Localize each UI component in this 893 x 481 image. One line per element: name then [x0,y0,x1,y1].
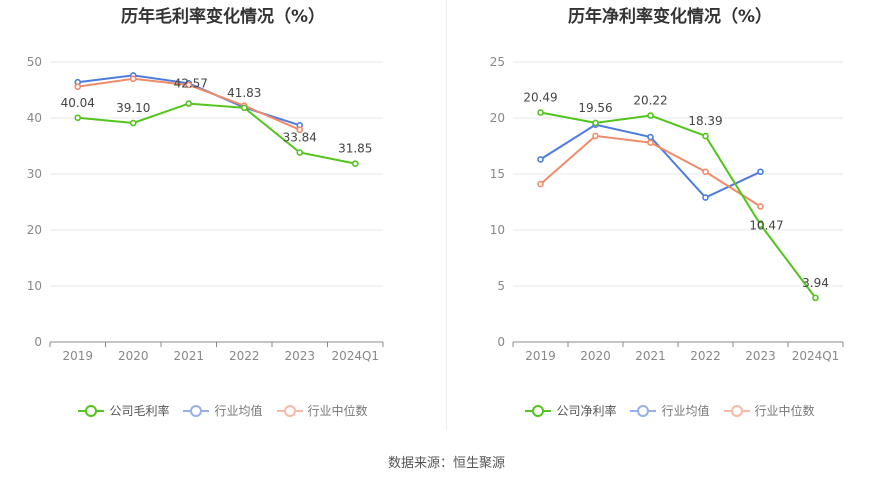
y-tick-label: 50 [27,55,42,69]
series-line [77,102,356,165]
legend-label: 行业均值 [661,404,710,418]
data-label: 39.10 [116,101,150,115]
net-margin-chart: 0 5 10 15 20 25 2019 2020 2021 2022 2023 2024Q1 20.4… [490,55,844,363]
legend-item[interactable]: 行业中位数 [276,402,368,419]
data-point [296,126,304,134]
data-point [592,132,599,140]
x-tick-label: 2024Q1 [331,349,379,363]
data-point [537,156,544,163]
panel-divider [446,0,447,430]
x-tick-label: 2023 [284,349,315,363]
data-source-note: 数据来源：恒生聚源 [387,456,505,471]
x-tick-label: 2020 [118,349,149,363]
legend-label: 行业中位数 [754,404,815,418]
y-tick-label: 0 [497,335,505,349]
data-label: 19.56 [578,101,612,115]
legend-swatch-icon [78,404,105,417]
data-label: 41.83 [227,86,261,100]
data-point [129,75,137,83]
x-tick-label: 2022 [229,349,260,363]
legend-item[interactable]: 行业均值 [630,402,710,419]
legend-item[interactable]: 行业均值 [183,402,263,419]
legend-label: 公司毛利率 [109,404,170,418]
data-point [129,119,137,127]
gross-margin-chart: 0 10 20 30 40 50 2019 2020 2021 2022 2023 2024Q1 40.… [27,55,384,363]
legend-swatch-icon [630,404,657,417]
x-tick-label: 2023 [745,349,776,363]
legend-label: 行业中位数 [307,404,368,418]
data-point [74,114,82,122]
y-tick-label: 15 [490,167,505,181]
y-tick-label: 40 [27,111,42,125]
x-tick-label: 2019 [525,349,556,363]
data-point [185,100,193,107]
chart-title: 历年净利率变化情况（%） [567,7,773,27]
legend-label: 公司净利率 [556,404,617,418]
gross-margin-chart-panel: 历年毛利率变化情况（%） 0 10 20 30 40 50 2019 2020 2021 2022… [0,0,446,440]
x-tick-label: 2019 [62,349,93,363]
y-tick-label: 10 [27,279,42,293]
data-point [240,104,248,112]
x-tick-label: 2024Q1 [792,349,840,363]
y-tick-label: 30 [27,167,42,181]
data-label: 18.39 [688,114,722,128]
x-tick-label: 2021 [173,349,204,363]
data-point [537,109,544,116]
y-tick-label: 0 [34,335,42,349]
x-tick-label: 2022 [690,349,721,363]
legend-swatch-icon [525,404,552,417]
data-point [757,203,764,210]
data-label: 40.04 [61,96,95,110]
x-tick-label: 2020 [580,349,611,363]
legend-swatch-icon [276,404,303,417]
data-point [702,168,709,176]
data-point [757,168,764,176]
legend-item[interactable]: 公司毛利率 [78,402,169,419]
data-point [647,133,654,141]
chart-title: 历年毛利率变化情况（%） [120,7,326,27]
data-point [647,139,654,146]
data-point [702,132,709,140]
legend-item[interactable]: 行业中位数 [723,402,815,419]
legend-item[interactable]: 公司净利率 [525,402,616,419]
data-point [537,180,544,188]
data-point [74,83,82,90]
y-tick-label: 20 [27,223,42,237]
legend-swatch-icon [723,404,750,417]
data-label: 33.84 [283,130,317,144]
series-line [540,111,817,299]
y-tick-label: 10 [490,223,505,237]
data-label: 20.49 [523,91,557,105]
data-label: 20.22 [633,94,667,108]
chart-legend: 公司毛利率 行业均值 行业中位数 [0,402,446,419]
data-point [702,194,709,201]
data-point [351,160,359,167]
data-point [185,81,193,89]
y-tick-label: 5 [497,279,505,293]
data-label: 42.57 [174,77,208,91]
y-tick-label: 20 [490,111,505,125]
data-label: 10.47 [749,219,783,233]
legend-swatch-icon [183,404,210,417]
y-tick-label: 25 [490,55,505,69]
data-label: 31.85 [338,142,372,156]
data-point [757,221,764,229]
x-tick-label: 2021 [635,349,666,363]
legend-label: 行业均值 [214,404,263,418]
data-label: 3.94 [802,276,829,290]
data-point [296,149,304,156]
net-margin-chart-panel: 历年净利率变化情况（%） 0 5 10 15 20 25 2019 2020 2021 2022 2… [447,0,893,440]
data-point [592,119,599,127]
data-point [647,112,654,119]
chart-legend: 公司净利率 行业均值 行业中位数 [447,402,893,419]
data-point [812,294,819,302]
